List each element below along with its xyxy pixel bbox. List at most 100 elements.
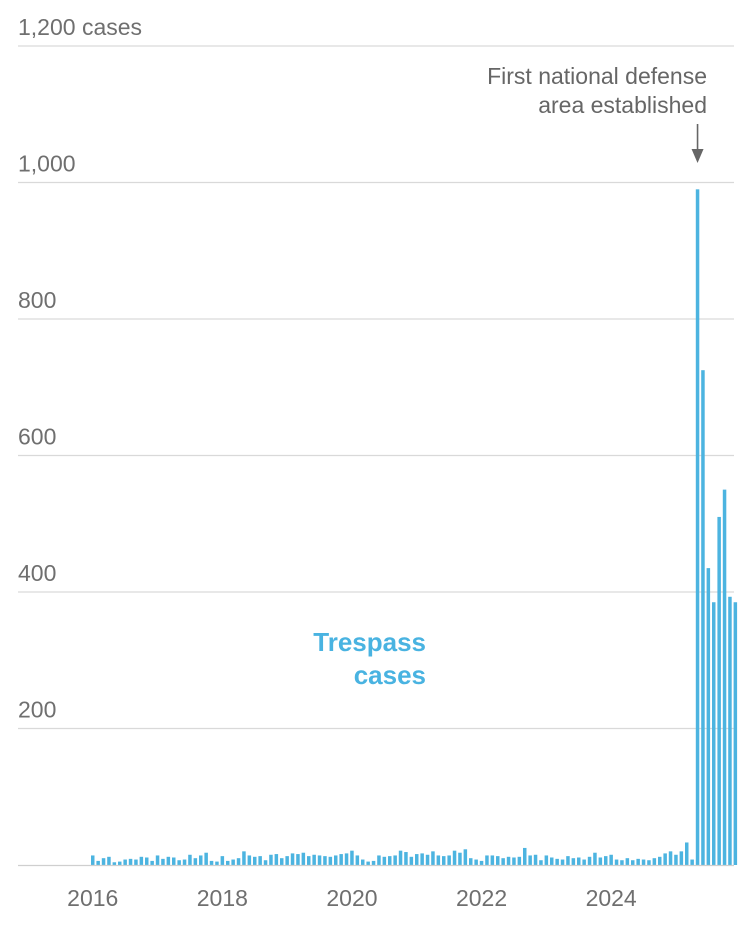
series-label-line: Trespass: [313, 627, 426, 657]
bar: [685, 842, 689, 865]
bar: [172, 857, 176, 865]
bar: [690, 859, 694, 865]
annotation-text-line: area established: [538, 92, 707, 118]
bar: [263, 860, 268, 865]
series-label-line: cases: [354, 660, 426, 690]
bar: [544, 855, 549, 865]
bar: [512, 857, 516, 865]
bar: [598, 857, 603, 865]
bar: [193, 858, 198, 865]
bar: [539, 860, 543, 865]
bar: [620, 860, 624, 865]
bar: [577, 857, 581, 865]
bar: [436, 855, 441, 865]
bar: [339, 854, 343, 865]
bar: [614, 859, 619, 865]
bar: [123, 859, 127, 865]
bar: [528, 855, 532, 865]
bar: [474, 859, 478, 865]
x-tick-label-2020: 2020: [326, 885, 377, 911]
bar: [641, 859, 646, 865]
bar: [393, 855, 397, 865]
bar: [517, 856, 522, 865]
bar: [199, 855, 203, 865]
bar: [625, 858, 630, 865]
bar: [209, 860, 214, 865]
bar: [706, 568, 711, 865]
bar: [447, 855, 451, 865]
bar: [609, 854, 613, 865]
y-tick-label-600: 600: [18, 424, 56, 450]
bar: [695, 189, 700, 865]
bar: [112, 862, 117, 865]
bar: [188, 854, 192, 865]
annotation-text-line: First national defense: [487, 63, 707, 89]
bar: [344, 853, 349, 865]
bar: [242, 851, 246, 865]
bar: [350, 850, 354, 865]
bar: [701, 370, 705, 865]
bar: [404, 852, 408, 865]
x-tick-label-2024: 2024: [586, 885, 637, 911]
annotation: First national defense area established: [487, 63, 707, 163]
bar: [107, 856, 111, 865]
bar: [236, 858, 241, 865]
bar: [496, 856, 500, 865]
bar: [550, 857, 554, 865]
bar: [150, 860, 154, 865]
bar: [431, 851, 435, 865]
bar: [253, 856, 257, 865]
bar: [631, 860, 635, 865]
gridlines: [18, 45, 734, 730]
bar: [636, 858, 640, 865]
y-tick-label-200: 200: [18, 697, 56, 723]
bar: [269, 854, 273, 865]
bar: [328, 856, 333, 865]
bar: [485, 855, 489, 865]
bar: [382, 856, 387, 865]
bar: [523, 847, 527, 865]
bar: [247, 855, 252, 865]
y-tick-label-1000: 1,000: [18, 151, 76, 177]
bar: [555, 858, 559, 865]
y-tick-label-800: 800: [18, 287, 56, 313]
bar: [307, 856, 311, 865]
x-tick-label-2018: 2018: [197, 885, 248, 911]
bars: [91, 189, 738, 865]
bar: [204, 852, 208, 865]
bar: [442, 856, 446, 865]
bar: [479, 860, 484, 865]
bar: [717, 516, 721, 865]
bar: [161, 858, 165, 865]
bar: [463, 849, 468, 865]
x-tick-label-2022: 2022: [456, 885, 507, 911]
bar: [420, 853, 424, 865]
bar: [317, 855, 322, 865]
bar: [377, 855, 381, 865]
bar: [182, 859, 187, 865]
bar: [679, 851, 684, 865]
bar: [220, 856, 225, 865]
bar: [231, 859, 235, 865]
bar: [398, 850, 403, 865]
bar: [128, 858, 133, 865]
bar: [415, 854, 419, 865]
bar: [668, 851, 673, 865]
bar: [166, 856, 171, 865]
bar: [301, 852, 306, 865]
bar: [366, 861, 370, 865]
x-axis-tick-labels: 2016 2018 2020 2022 2024: [67, 885, 637, 911]
bar: [452, 850, 457, 865]
bar: [409, 856, 414, 865]
bar: [658, 856, 662, 865]
bar: [587, 856, 592, 865]
bar: [139, 856, 144, 865]
bar: [215, 861, 219, 865]
bar: [96, 860, 100, 865]
bar: [425, 854, 430, 865]
bar: [323, 856, 327, 865]
bar: [722, 489, 727, 865]
bar: [560, 859, 565, 865]
